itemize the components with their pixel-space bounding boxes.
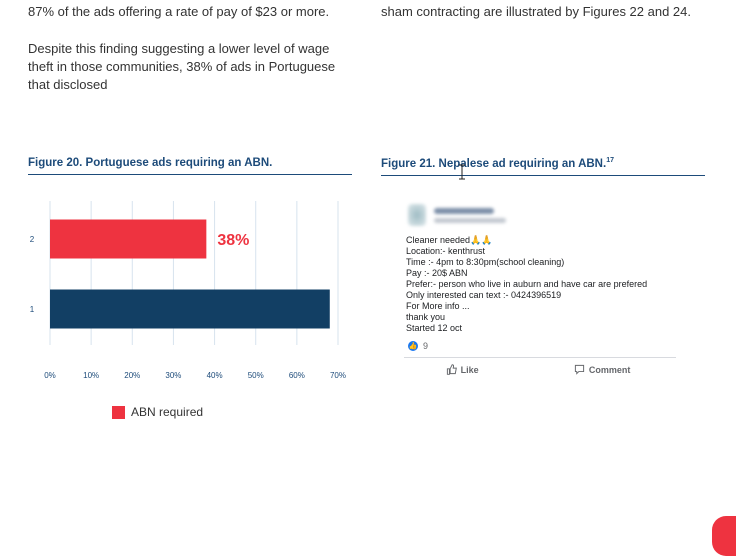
- post-line: Pay :- 20$ ABN: [406, 268, 468, 278]
- post-line: Only interested can text :- 0424396519: [406, 290, 562, 300]
- thumbs-up-icon: [446, 364, 457, 375]
- x-tick-label: 30%: [165, 371, 181, 380]
- like-label: Like: [460, 364, 479, 375]
- comment-button[interactable]: Comment: [574, 364, 631, 375]
- chart-labels: 0% 10% 20% 30% 40% 50% 60% 70% 1 38% 2: [30, 232, 346, 380]
- legend-swatch: [112, 405, 125, 419]
- comment-icon: [574, 364, 584, 375]
- x-tick-label: 0%: [44, 371, 56, 380]
- y-category-label: 2: [30, 235, 35, 244]
- left-paragraph-2: Despite this finding suggesting a lower …: [28, 41, 336, 92]
- bar-data-label: 38%: [217, 232, 249, 249]
- x-tick-label: 40%: [207, 371, 223, 380]
- post-line: Time :- 4pm to 8:30pm(school cleaning): [406, 257, 565, 267]
- chart-bars: [50, 219, 330, 329]
- abn-bar-chart: 0% 10% 20% 30% 40% 50% 60% 70% 1 38% 2: [30, 201, 346, 380]
- x-tick-label: 70%: [330, 371, 346, 380]
- post-date-blurred: [434, 217, 506, 223]
- figure-20-label: Figure 20.: [28, 157, 83, 169]
- figure-20-caption: Portuguese ads requiring an ABN.: [85, 157, 273, 169]
- text-cursor-icon: [459, 164, 465, 180]
- post-author-blurred: [434, 207, 506, 223]
- figure-21-footnote: 17: [606, 157, 614, 164]
- post-line: Started 12 oct: [406, 323, 463, 333]
- post-line: Prefer:- person who live in auburn and h…: [406, 279, 648, 289]
- figure-21-caption: Nepalese ad requiring an ABN.: [438, 157, 607, 170]
- x-tick-label: 20%: [124, 371, 140, 380]
- x-tick-label: 50%: [248, 371, 264, 380]
- post-line: Cleaner needed🙏🙏: [406, 235, 493, 245]
- chart-legend: ABN required: [112, 405, 203, 419]
- y-category-label: 1: [30, 305, 35, 314]
- figure-20-title: Figure 20. Portuguese ads requiring an A…: [28, 157, 352, 175]
- post-line: For More info ...: [406, 301, 470, 311]
- post-divider: [404, 357, 676, 358]
- x-tick-label: 60%: [289, 371, 305, 380]
- post-line: thank you: [406, 312, 446, 322]
- page-corner-decoration: [712, 516, 736, 556]
- facebook-post: Cleaner needed🙏🙏 Location:- kenthrust Ti…: [398, 196, 678, 380]
- comment-label: Comment: [588, 364, 631, 375]
- left-paragraph-1: 87% of the ads offering a rate of pay of…: [28, 4, 330, 19]
- figure-21-title: Figure 21. Nepalese ad requiring an ABN.…: [381, 157, 705, 176]
- right-paragraph-1: sham contracting are illustrated by Figu…: [381, 4, 692, 19]
- post-actions: Like Comment: [398, 364, 678, 375]
- reaction-summary[interactable]: 👍 9: [408, 341, 428, 351]
- bar-category-1: [50, 289, 330, 329]
- figure-21-label: Figure 21.: [381, 157, 436, 170]
- like-reaction-icon: 👍: [408, 341, 418, 351]
- reaction-count: 9: [423, 341, 429, 351]
- author-name-blurred: [434, 207, 494, 214]
- legend-label: ABN required: [131, 405, 204, 419]
- avatar: [408, 204, 426, 226]
- bar-category-2: [50, 219, 207, 259]
- like-button[interactable]: Like: [446, 364, 479, 375]
- post-header: [408, 204, 506, 226]
- x-tick-label: 10%: [83, 371, 99, 380]
- post-body: Cleaner needed🙏🙏 Location:- kenthrust Ti…: [406, 235, 647, 334]
- post-line: Location:- kenthrust: [406, 246, 486, 256]
